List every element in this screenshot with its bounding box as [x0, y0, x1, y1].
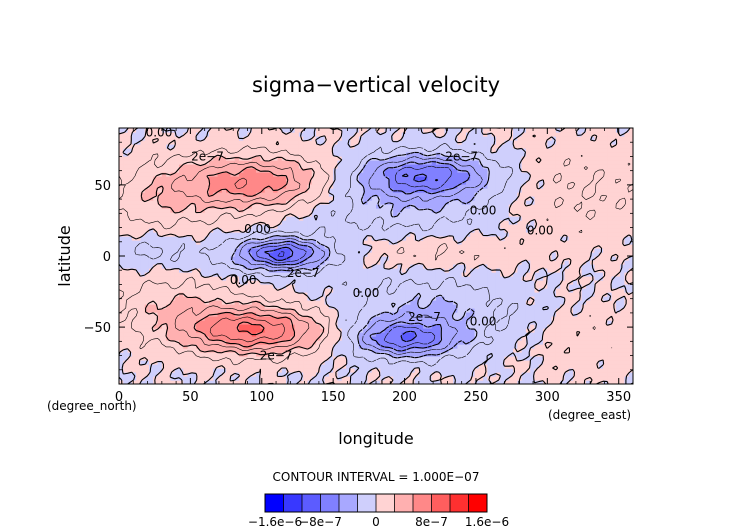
colorbar-swatch: [302, 494, 321, 512]
colorbar-swatch: [320, 494, 340, 512]
contour-level-neg7: [277, 251, 285, 257]
colorbar-swatch: [468, 494, 488, 512]
colorbar-swatch: [431, 494, 451, 512]
x-tick-label: 200: [392, 390, 417, 405]
contour-labels: 0.00 2e−7 2e−7 0.00 0.00 0.00 2e−7 0.00 0.00 2e−7…: [146, 125, 554, 362]
chart-title: sigma−vertical velocity: [252, 73, 500, 97]
contour-level-neg1: [134, 143, 519, 367]
colorbar-tick-label: 0: [372, 515, 380, 529]
contour-level-neg5: [256, 165, 452, 348]
y-tick-label: 0: [103, 250, 111, 265]
x-tick-label: 0: [115, 390, 123, 405]
contour-level-2: [140, 154, 325, 356]
colorbar-swatch: [357, 494, 377, 512]
x-unit-label: (degree_east): [548, 408, 631, 422]
x-tick-label: 100: [249, 390, 274, 405]
contour-label: 0.00: [146, 125, 173, 139]
contour-level-neg3: [239, 156, 483, 355]
contour-label: 2e−7: [408, 310, 441, 324]
contour-label: 2e−7: [260, 349, 293, 363]
contour-label: 0.00: [470, 314, 497, 328]
x-tick-label: 50: [182, 390, 199, 405]
colorbar-swatch: [265, 494, 284, 512]
contour-level-0: [119, 128, 633, 384]
contour-level-1: [119, 145, 633, 366]
colorbar-swatch: [413, 494, 432, 512]
contour-label: 0.00: [470, 203, 497, 217]
contour-label: 2e−7: [191, 149, 224, 163]
y-tick-label: 50: [94, 179, 111, 194]
contour-lines: [119, 128, 633, 384]
colorbar-tick-label: 8e−7: [415, 515, 448, 529]
y-axis: −50 0 50: [84, 141, 633, 371]
y-tick-label: −50: [84, 321, 111, 336]
contour-label: 2e−7: [445, 149, 478, 163]
colorbar-swatch: [339, 494, 358, 512]
x-tick-label: 150: [321, 390, 346, 405]
colorbar-frame: [264, 493, 488, 513]
x-axis: 0 50 100 150 200 250 300 350: [115, 128, 631, 405]
contour-level-4: [193, 166, 296, 348]
colorbar-swatch: [394, 494, 414, 512]
contour-label: 0.00: [353, 286, 380, 300]
y-axis-title: latitude: [55, 225, 74, 286]
contour-label: 0.00: [527, 223, 554, 237]
colorbar: −1.6e−6−8e−7 0 8e−7 1.6e−6: [248, 493, 509, 529]
x-tick-label: 250: [464, 390, 489, 405]
contour-level-neg6: [263, 173, 439, 343]
colorbar-swatch: [376, 494, 395, 512]
colorbar-tick-label: 1.6e−6: [465, 515, 509, 529]
contour-level-3: [171, 161, 310, 351]
contour-level-neg4: [248, 161, 471, 352]
contour-label: 0.00: [244, 222, 271, 236]
contour-interval-note: CONTOUR INTERVAL = 1.000E−07: [273, 470, 480, 484]
colorbar-swatch: [283, 494, 303, 512]
colorbar-tick-label: −8e−7: [299, 515, 342, 529]
colorbar-swatch: [450, 494, 469, 512]
shaded-field: [119, 128, 633, 384]
contour-level-6: [236, 321, 265, 336]
colorbar-tick-label: −1.6e−6: [248, 515, 302, 529]
contour-label: 2e−7: [287, 266, 320, 280]
contour-level-5: [209, 177, 285, 343]
x-tick-label: 300: [535, 390, 560, 405]
x-tick-label: 350: [606, 390, 631, 405]
contour-label: 0.00: [230, 273, 257, 287]
y-unit-label: (degree_north): [47, 399, 137, 413]
contour-level-neg2: [231, 151, 490, 359]
x-axis-title: longitude: [338, 429, 413, 448]
